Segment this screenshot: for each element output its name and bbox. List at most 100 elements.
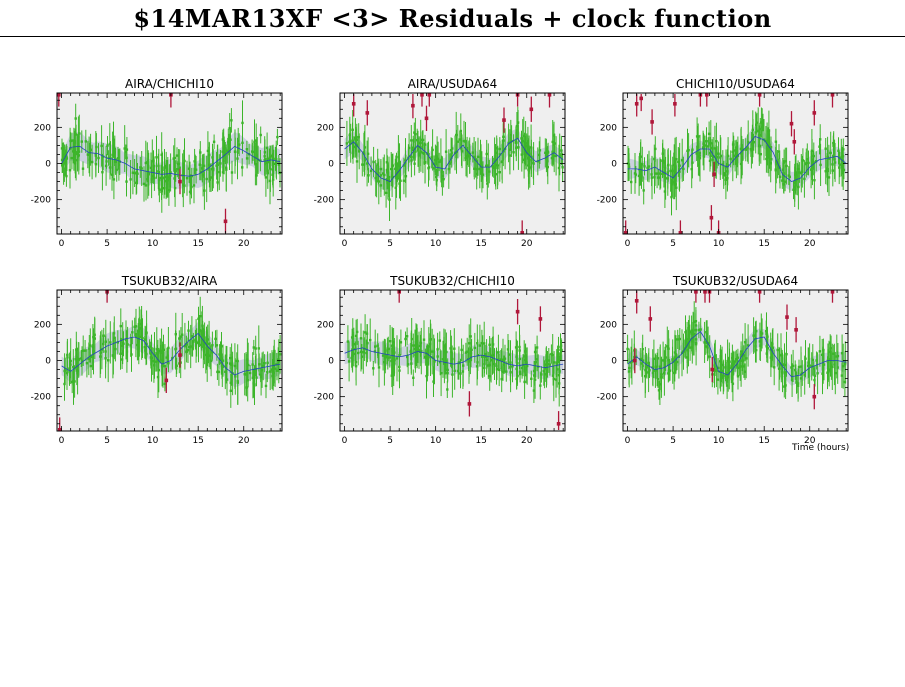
residual-point bbox=[398, 161, 401, 164]
y-tick-label: 200 bbox=[317, 320, 334, 330]
residual-point bbox=[134, 333, 138, 336]
residual-point bbox=[627, 165, 631, 169]
residual-point bbox=[157, 368, 160, 372]
residual-point bbox=[647, 165, 651, 168]
residual-point bbox=[354, 365, 358, 368]
residual-point bbox=[68, 169, 72, 172]
residual-point bbox=[417, 154, 421, 157]
residual-point bbox=[698, 151, 702, 155]
x-tick-label: 10 bbox=[430, 436, 442, 446]
residual-point bbox=[356, 330, 359, 334]
residual-point bbox=[406, 355, 409, 359]
residual-point bbox=[186, 349, 190, 352]
residual-point bbox=[527, 168, 530, 172]
residual-point bbox=[782, 183, 786, 186]
residual-point bbox=[94, 153, 97, 156]
residual-point bbox=[783, 363, 786, 367]
residual-point bbox=[60, 158, 64, 162]
residual-point bbox=[462, 139, 466, 143]
flagged-point bbox=[712, 172, 716, 177]
residual-point bbox=[272, 371, 276, 375]
residual-point bbox=[426, 359, 430, 362]
residual-point bbox=[758, 144, 761, 147]
residual-point bbox=[432, 380, 435, 383]
residual-point bbox=[178, 166, 181, 169]
residual-point bbox=[824, 170, 827, 173]
residual-point bbox=[265, 146, 269, 150]
residual-point bbox=[167, 188, 171, 192]
residual-point bbox=[125, 180, 128, 183]
residual-point bbox=[451, 147, 454, 150]
residual-point bbox=[755, 123, 758, 126]
residual-point bbox=[728, 360, 731, 363]
residual-point bbox=[739, 365, 743, 368]
residual-point bbox=[429, 338, 432, 341]
residual-point bbox=[493, 161, 497, 165]
residual-point bbox=[557, 166, 561, 170]
residual-point bbox=[752, 334, 755, 337]
residual-point bbox=[245, 157, 249, 160]
x-tick-label: 0 bbox=[59, 436, 65, 446]
panel-title: TSUKUB32/CHICHI10 bbox=[389, 274, 515, 288]
residual-point bbox=[701, 146, 705, 150]
residual-point bbox=[533, 350, 537, 354]
residual-point bbox=[369, 338, 372, 342]
residual-point bbox=[554, 378, 558, 381]
residual-point bbox=[417, 349, 421, 352]
residual-point bbox=[228, 150, 231, 153]
residual-point bbox=[819, 163, 822, 167]
residual-point bbox=[498, 368, 501, 372]
residual-point bbox=[725, 372, 728, 375]
residual-point bbox=[410, 139, 413, 142]
residual-point bbox=[224, 151, 227, 155]
residual-point bbox=[495, 147, 498, 150]
residual-point bbox=[372, 160, 375, 164]
residual-point bbox=[826, 169, 829, 172]
residual-point bbox=[245, 373, 248, 376]
flagged-point bbox=[411, 103, 415, 108]
residual-point bbox=[76, 151, 79, 154]
x-tick-label: 20 bbox=[804, 436, 816, 446]
residual-point bbox=[175, 154, 179, 157]
residual-point bbox=[512, 151, 515, 154]
residual-point bbox=[705, 331, 708, 334]
residual-point bbox=[644, 375, 647, 378]
residual-point bbox=[530, 377, 533, 380]
residual-point bbox=[538, 149, 542, 152]
residual-point bbox=[276, 135, 279, 139]
residual-point bbox=[219, 162, 222, 165]
residual-point bbox=[158, 349, 162, 352]
residual-point bbox=[804, 357, 807, 360]
residual-point bbox=[516, 362, 519, 365]
residual-point bbox=[797, 185, 800, 189]
residual-point bbox=[410, 351, 413, 354]
residual-point bbox=[840, 374, 844, 377]
residual-point bbox=[432, 356, 435, 359]
residual-point bbox=[783, 385, 786, 388]
residual-point bbox=[102, 155, 105, 158]
residual-point bbox=[65, 174, 68, 178]
residual-point bbox=[367, 174, 370, 177]
residual-point bbox=[152, 364, 156, 367]
residual-point bbox=[523, 355, 526, 358]
residual-point bbox=[755, 121, 759, 124]
flagged-point bbox=[812, 394, 817, 399]
residual-point bbox=[650, 176, 654, 179]
residual-point bbox=[478, 167, 481, 171]
residual-point bbox=[678, 337, 681, 341]
residual-point bbox=[278, 353, 282, 356]
residual-point bbox=[393, 357, 396, 360]
residual-point bbox=[813, 179, 816, 182]
residual-point bbox=[495, 368, 499, 371]
residual-point bbox=[377, 366, 381, 369]
flagged-point bbox=[830, 93, 835, 97]
residual-point bbox=[690, 167, 693, 171]
residual-point bbox=[412, 147, 415, 150]
residual-point bbox=[365, 332, 369, 335]
residual-point bbox=[671, 358, 674, 361]
residual-point bbox=[829, 151, 832, 155]
residual-point bbox=[358, 150, 361, 153]
residual-point bbox=[451, 373, 454, 376]
flagged-point bbox=[467, 402, 472, 406]
residual-point bbox=[470, 348, 473, 352]
